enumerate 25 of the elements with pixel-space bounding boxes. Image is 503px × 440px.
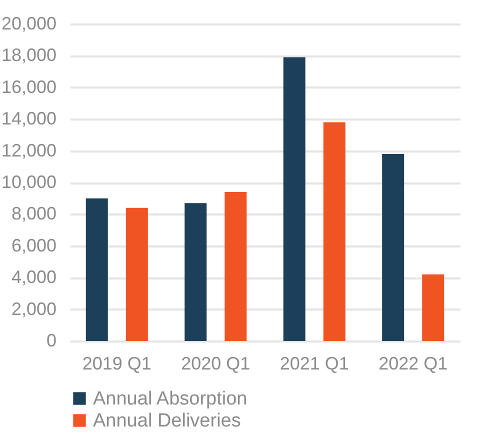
- bar: [224, 192, 247, 341]
- x-tick-label: 2019 Q1: [82, 354, 152, 374]
- bar: [422, 274, 444, 341]
- bar: [382, 154, 404, 341]
- bar: [184, 203, 207, 341]
- y-tick-label: 4,000: [11, 267, 56, 288]
- y-tick-label: 2,000: [11, 298, 56, 319]
- bar: [283, 57, 306, 341]
- y-tick-label: 10,000: [1, 172, 56, 192]
- y-tick-label: 16,000: [1, 76, 56, 97]
- y-tick-label: 18,000: [1, 45, 56, 66]
- x-tick-label: 2021 Q1: [280, 354, 349, 374]
- bar: [126, 208, 148, 341]
- legend-label: Annual Absorption: [93, 388, 248, 410]
- legend-label: Annual Deliveries: [93, 410, 241, 432]
- y-tick-label: 0: [46, 330, 56, 350]
- y-tick-label: 20,000: [1, 14, 56, 34]
- bar: [323, 122, 346, 341]
- bar: [86, 198, 108, 341]
- x-tick-label: 2020 Q1: [181, 354, 250, 374]
- y-tick-label: 6,000: [11, 235, 56, 256]
- y-tick-label: 8,000: [11, 204, 56, 224]
- y-tick-label: 14,000: [1, 108, 56, 129]
- y-tick-label: 12,000: [1, 140, 56, 160]
- x-tick-label: 2022 Q1: [378, 354, 448, 374]
